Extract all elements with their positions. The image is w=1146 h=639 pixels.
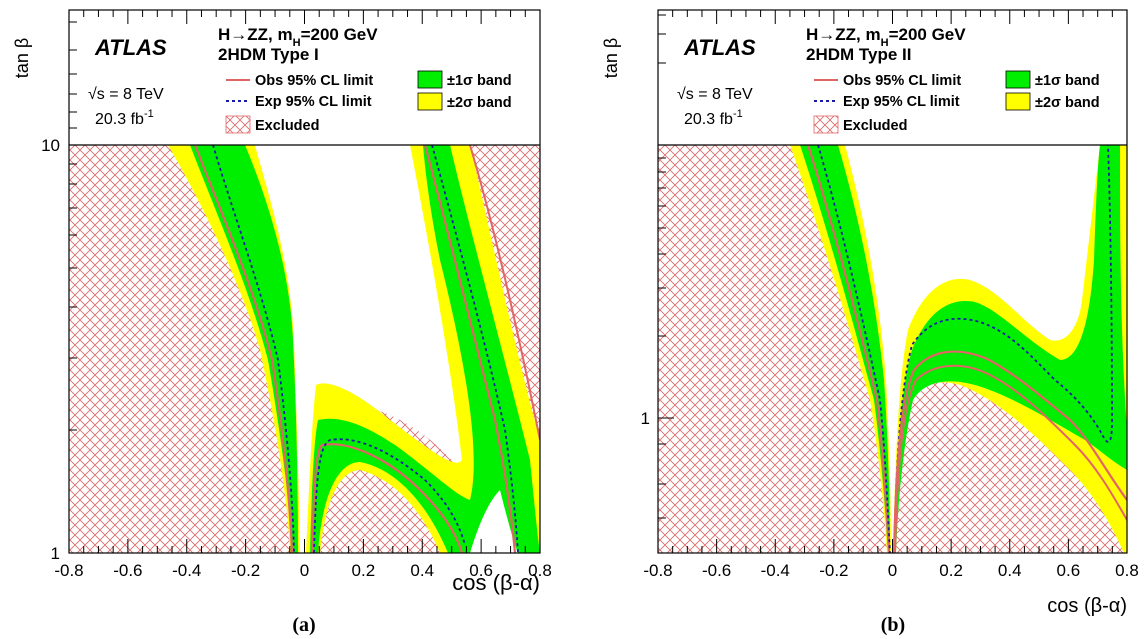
- panel-a-xtick-label: -0.2: [231, 561, 260, 580]
- panel-b-header-area: [658, 10, 1127, 145]
- panel-b-xtick-label: -0.2: [819, 561, 848, 580]
- panel-a-ytick-1: 1: [51, 544, 60, 563]
- panel-b-lumi-value: 20.3 fb: [684, 111, 733, 128]
- panel-a-xtick-label: 0.8: [528, 561, 552, 580]
- panel-a-atlas-label: ATLAS: [94, 35, 167, 60]
- panel-a-xtick-label: 0: [300, 561, 309, 580]
- panel-b-left-band1: [800, 145, 890, 553]
- panel-a-plot-area: [69, 145, 540, 553]
- panel-b-y-ticks: [658, 14, 674, 554]
- panel-a-lumi-value: 20.3 fb: [95, 111, 144, 128]
- panel-a-exp-left: [212, 145, 295, 553]
- panel-a-process-main: H→ZZ, m: [218, 25, 293, 44]
- panel-b-legend-exp: Exp 95% CL limit: [843, 94, 960, 110]
- panel-b-left-band2: [790, 145, 891, 553]
- panel-b-process: H→ZZ, mH=200 GeV: [806, 25, 966, 49]
- panel-a-model: 2HDM Type I: [218, 45, 319, 64]
- panel-a-ytick-10: 10: [41, 136, 60, 155]
- panel-b-legend-band2: ±2σ band: [1035, 95, 1100, 111]
- panel-b-legend: Obs 95% CL limit Exp 95% CL limit Exclud…: [813, 70, 1100, 134]
- panel-b-legend-excluded: Excluded: [843, 118, 907, 134]
- panel-b-process-tail: =200 GeV: [889, 25, 967, 44]
- panel-a-xtick-label: 0.4: [410, 561, 434, 580]
- panel-b-xtick-label: 0.6: [1057, 561, 1081, 580]
- panel-a-legend-excluded-swatch: [225, 115, 251, 134]
- panel-a-xtick-label: 0.6: [469, 561, 493, 580]
- panel-a-xtick-label: -0.4: [172, 561, 201, 580]
- panel-a-obs-right-edge: [469, 145, 540, 441]
- panel-a-ylabel: tan β: [12, 38, 32, 78]
- panel-a-right-yellow-inner: [318, 462, 448, 553]
- panel-a-energy: √s = 8 TeV: [88, 86, 164, 103]
- panel-a-xtick-label: -0.8: [54, 561, 83, 580]
- panel-b-right-excluded: [893, 367, 1127, 553]
- panel-a-legend-band1: ±1σ band: [447, 73, 512, 89]
- panel-b-legend-band1: ±1σ band: [1035, 73, 1100, 89]
- panel-a-lumi-exp: -1: [144, 108, 154, 120]
- panel-b-right-band1: [894, 145, 1127, 553]
- panel-b-legend-band2-swatch: [1005, 92, 1031, 111]
- panel-b-left-excluded: [658, 145, 887, 553]
- panel-b-label: (b): [881, 614, 905, 636]
- panel-b-legend-obs: Obs 95% CL limit: [843, 73, 961, 89]
- panel-b-xtick-label: 0.2: [939, 561, 963, 580]
- panel-a: 1 10 -0.8 -0.6 -0.4 -0.2 0 0.2 0.4 0.6 0.8 cos (…: [12, 9, 552, 636]
- panel-a-xtick-label: -0.6: [113, 561, 142, 580]
- panel-a-left-band1: [190, 145, 298, 553]
- panel-b-legend-band1-swatch: [1005, 70, 1031, 89]
- panel-b-process-main: H→ZZ, m: [806, 25, 881, 44]
- panel-a-x-ticks: -0.8 -0.6 -0.4 -0.2 0 0.2 0.4 0.6 0.8: [54, 10, 552, 580]
- panel-b-exp-right: [893, 145, 1113, 553]
- panel-b-xtick-label: 0.4: [998, 561, 1022, 580]
- panel-b-obs-right-b: [894, 364, 1127, 553]
- panel-b: 1 -0.8 -0.6 -0.4 -0.2 0 0.2 0.4 0.6 0.8 cos (β-α…: [601, 9, 1139, 636]
- panel-b-ylabel: tan β: [601, 38, 621, 78]
- panel-b-obs-right: [892, 350, 1127, 553]
- panel-b-xtick-label: -0.6: [702, 561, 731, 580]
- panel-b-process-sub: H: [881, 37, 889, 49]
- panel-a-legend-band1-swatch: [417, 70, 443, 89]
- panel-b-xtick-label: -0.8: [643, 561, 672, 580]
- panel-a-process-tail: =200 GeV: [301, 25, 379, 44]
- panel-a-legend-exp: Exp 95% CL limit: [255, 94, 372, 110]
- panel-b-legend-excluded-swatch: [813, 115, 839, 134]
- panel-a-exp-right-upper: [431, 145, 519, 553]
- panel-b-lumi-exp: -1: [733, 108, 743, 120]
- panel-a-header-area: [69, 10, 540, 145]
- panel-b-x-ticks: -0.8 -0.6 -0.4 -0.2 0 0.2 0.4 0.6 0.8: [643, 10, 1139, 580]
- panel-b-plot-area: [658, 145, 1127, 553]
- panel-a-legend: Obs 95% CL limit Exp 95% CL limit Exclud…: [225, 70, 512, 134]
- panel-b-atlas-label: ATLAS: [683, 35, 756, 60]
- panel-b-model: 2HDM Type II: [806, 45, 911, 64]
- panel-a-xtick-label: 0.2: [352, 561, 376, 580]
- panel-b-xtick-label: 0: [888, 561, 897, 580]
- panel-b-xlabel: cos (β-α): [1047, 595, 1127, 617]
- panel-a-obs-left: [193, 145, 294, 553]
- panel-a-process: H→ZZ, mH=200 GeV: [218, 25, 378, 49]
- panel-a-legend-excluded: Excluded: [255, 118, 319, 134]
- panel-b-xtick-label: 0.8: [1115, 561, 1139, 580]
- panel-a-allowed-left: [255, 145, 464, 553]
- panel-a-y-ticks: [69, 21, 85, 554]
- panel-a-legend-band2-swatch: [417, 92, 443, 111]
- panel-a-xlabel: cos (β-α): [452, 570, 540, 595]
- panel-a-right-excluded-pocket: [320, 470, 440, 553]
- panel-a-legend-obs: Obs 95% CL limit: [255, 73, 373, 89]
- panel-a-obs-right: [310, 443, 464, 553]
- panel-a-obs-right-upper: [423, 145, 517, 553]
- panel-b-lumi: 20.3 fb-1: [684, 108, 743, 128]
- panel-a-process-sub: H: [293, 37, 301, 49]
- panel-a-right-white-wedge: [470, 490, 518, 553]
- panel-a-legend-band2: ±2σ band: [447, 95, 512, 111]
- panel-a-lumi: 20.3 fb-1: [95, 108, 154, 128]
- panel-a-label: (a): [292, 614, 315, 636]
- panel-b-xtick-label: -0.4: [761, 561, 790, 580]
- panel-b-ytick-1: 1: [641, 409, 650, 428]
- panel-b-obs-left: [806, 145, 891, 553]
- panel-b-energy: √s = 8 TeV: [677, 86, 753, 103]
- panel-a-right-band1: [310, 145, 540, 553]
